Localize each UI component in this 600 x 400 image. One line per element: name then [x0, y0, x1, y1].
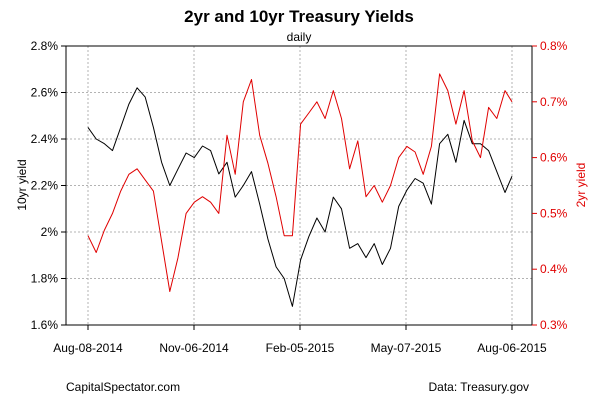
right-tick-label: 0.5% [540, 206, 568, 220]
left-tick-label: 1.8% [31, 272, 59, 286]
right-tick-label: 0.4% [540, 262, 568, 276]
left-axis-label: 10yr yield [15, 159, 29, 210]
right-tick-label: 0.7% [540, 95, 568, 109]
grid [66, 45, 532, 326]
right-tick-label: 0.6% [540, 151, 568, 165]
left-tick-label: 2.4% [31, 132, 59, 146]
right-tick-label: 0.8% [540, 39, 568, 53]
x-tick-label: Aug-06-2015 [477, 341, 547, 355]
tick-group: Aug-08-2014 Nov-06-2014 Feb-05-2015 May-07-… [31, 39, 568, 355]
chart-subtitle: daily [287, 30, 312, 44]
series-group [87, 73, 513, 307]
x-tick-label: May-07-2015 [371, 341, 442, 355]
left-tick-label: 2.2% [31, 179, 59, 193]
right-tick-label: 0.3% [540, 318, 568, 332]
right-axis-label: 2yr yield [574, 163, 588, 208]
x-tick-label: Nov-06-2014 [159, 341, 229, 355]
x-tick-label: Aug-08-2014 [53, 341, 123, 355]
left-tick-label: 2% [41, 225, 59, 239]
chart-title: 2yr and 10yr Treasury Yields [184, 7, 414, 26]
series-line-10yr [87, 87, 513, 307]
footer-source-right: Data: Treasury.gov [429, 380, 530, 394]
series-line-2yr [87, 73, 513, 292]
left-tick-label: 1.6% [31, 318, 59, 332]
x-tick-label: Feb-05-2015 [266, 341, 335, 355]
left-tick-label: 2.8% [31, 39, 59, 53]
left-tick-label: 2.6% [31, 86, 59, 100]
footer-source-left: CapitalSpectator.com [66, 380, 180, 394]
